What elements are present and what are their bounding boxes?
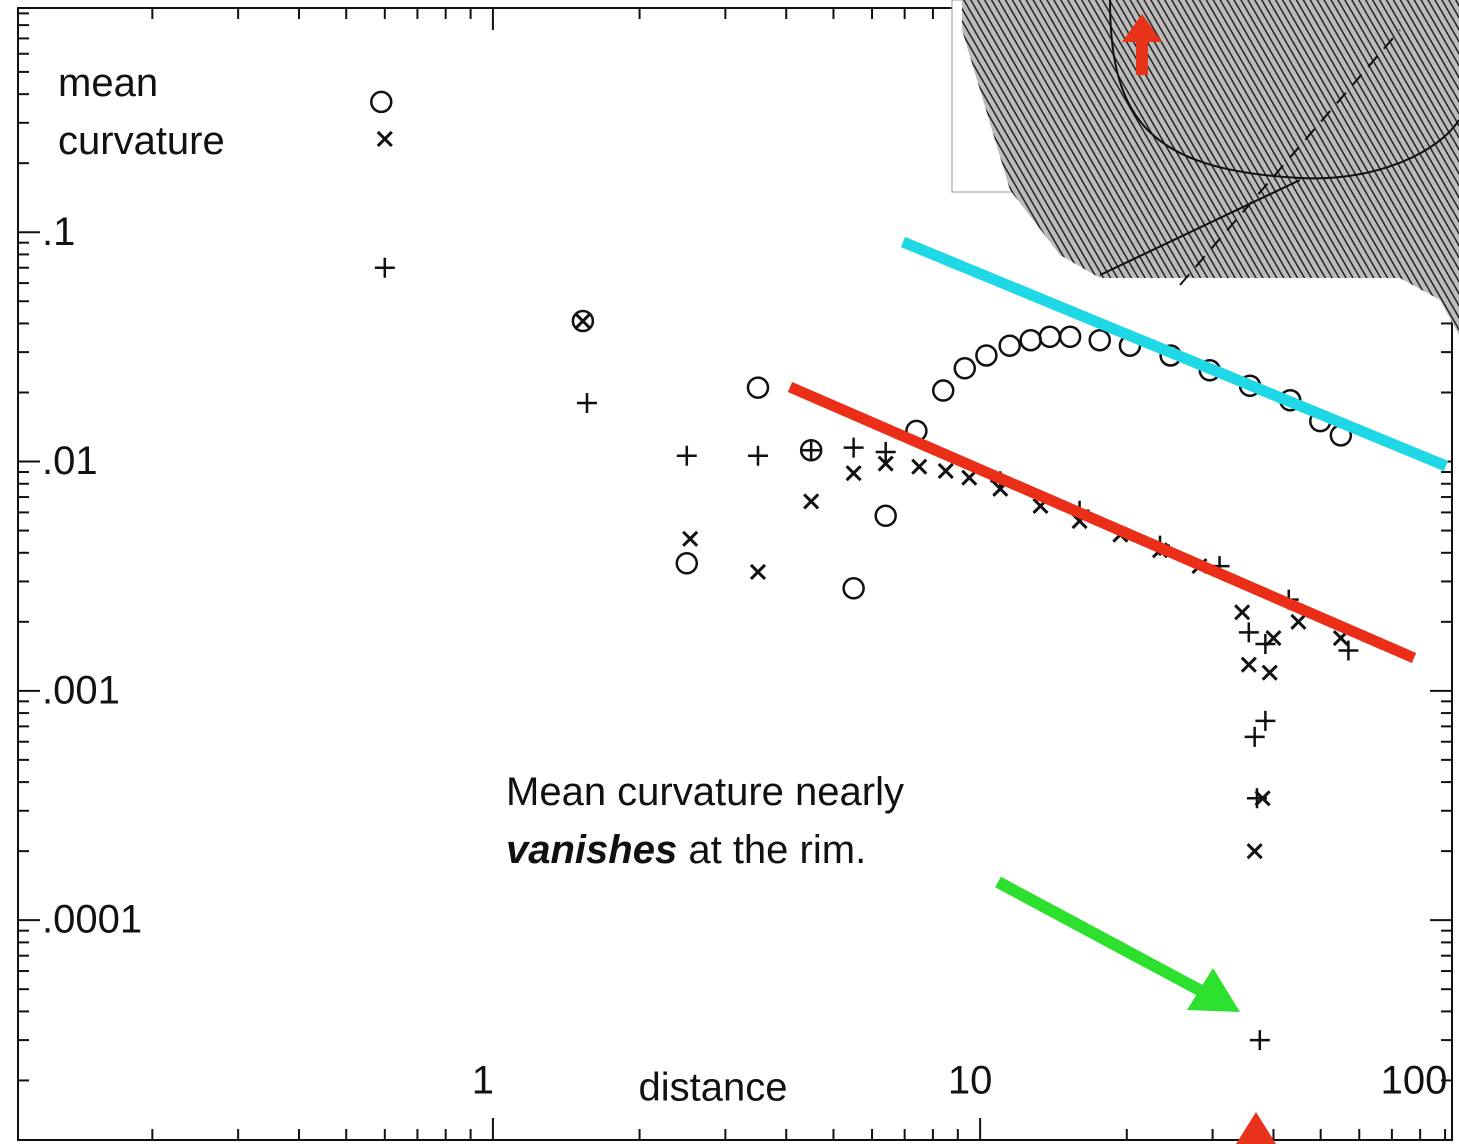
x-axis-label: distance <box>639 1066 788 1110</box>
x-marker <box>939 464 953 478</box>
x-marker <box>683 532 697 546</box>
circle-marker <box>1021 330 1041 350</box>
circle-marker <box>371 92 391 112</box>
x-marker <box>1242 658 1256 672</box>
y-tick-label: .1 <box>42 210 75 254</box>
annotation-emphasis: vanishes <box>506 828 677 872</box>
x-tick-label: 10 <box>948 1059 993 1103</box>
plus-marker <box>577 393 597 413</box>
circle-marker <box>677 553 697 573</box>
circle-marker <box>976 345 996 365</box>
circle-marker <box>933 381 953 401</box>
plus-marker <box>677 446 697 466</box>
annotation-text: at the rim. <box>688 828 866 872</box>
chart: 1 10 100 .1 .01 .001 .0001 distance <box>0 0 1459 1144</box>
circle-marker <box>844 578 864 598</box>
plus-marker <box>375 258 395 278</box>
plus-marker <box>1255 711 1275 731</box>
circle-marker <box>876 506 896 526</box>
x-tick-label: 1 <box>472 1059 494 1103</box>
y-tick-label: .001 <box>42 668 120 712</box>
x-tick-label: 100 <box>1381 1059 1448 1103</box>
x-marker <box>751 565 765 579</box>
rim-marker <box>1236 1112 1276 1144</box>
plus-marker <box>1250 1030 1270 1050</box>
y-tick-label: .01 <box>42 439 98 483</box>
circle-marker <box>1090 330 1110 350</box>
x-marker <box>912 460 926 474</box>
annotation: Mean curvature nearly vanishes at the ri… <box>506 763 1026 879</box>
fit-line-lower <box>790 387 1414 658</box>
x-marker <box>1263 666 1277 680</box>
plus-marker <box>844 438 864 458</box>
x-marker <box>1248 844 1262 858</box>
plus-marker <box>748 446 768 466</box>
x-marker <box>378 132 392 146</box>
x-marker <box>847 466 861 480</box>
x-marker <box>1291 615 1305 629</box>
page: 1 10 100 .1 .01 .001 .0001 distance mean curva… <box>0 0 1459 1144</box>
y-axis-label: mean curvature <box>58 54 278 170</box>
plus-marker <box>1239 622 1259 642</box>
annotation-text: Mean curvature nearly <box>506 770 904 814</box>
x-marker <box>804 494 818 508</box>
plus-marker <box>1247 788 1267 808</box>
plus-marker <box>1338 640 1358 660</box>
circle-marker <box>1040 327 1060 347</box>
circle-marker <box>748 378 768 398</box>
y-tick-label: .0001 <box>42 898 142 942</box>
circle-marker <box>1060 327 1080 347</box>
x-marker <box>1235 605 1249 619</box>
inset-image <box>952 0 1459 335</box>
plus-marker <box>1245 727 1265 747</box>
plus-marker <box>876 442 896 462</box>
circle-marker <box>955 358 975 378</box>
circle-marker <box>1000 336 1020 356</box>
x-marker <box>576 314 590 328</box>
arrow-shaft <box>998 882 1205 993</box>
